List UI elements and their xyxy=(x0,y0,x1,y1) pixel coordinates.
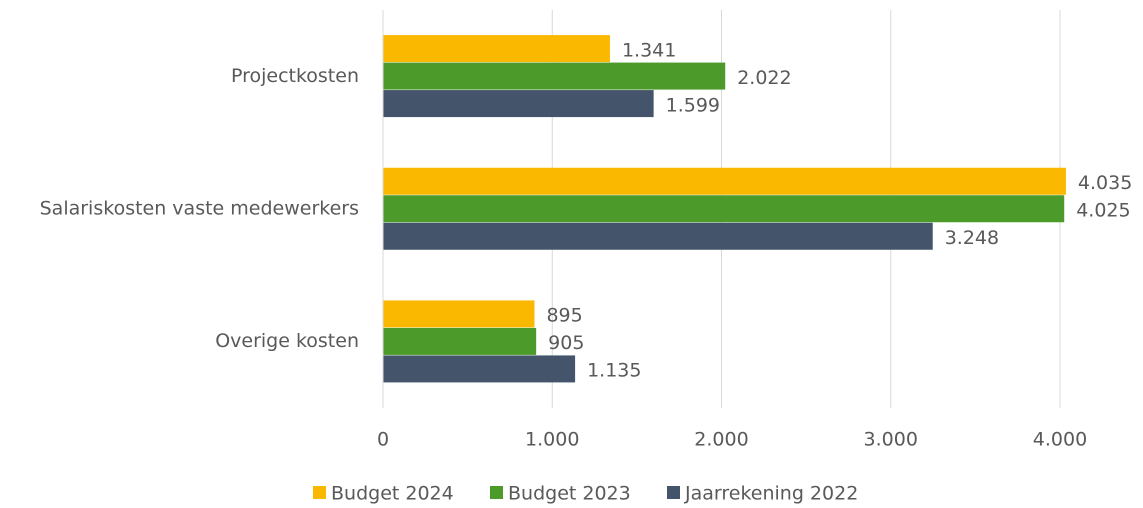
value-label: 2.022 xyxy=(737,67,791,89)
legend-label: Jaarrekening 2022 xyxy=(684,483,858,505)
value-label: 1.599 xyxy=(666,94,720,116)
bar xyxy=(383,195,1065,223)
bar xyxy=(383,355,576,383)
legend-swatch xyxy=(667,486,680,499)
bar xyxy=(383,167,1066,195)
legend-swatch xyxy=(490,486,503,499)
bar xyxy=(383,62,726,90)
legend-label: Budget 2023 xyxy=(508,483,631,505)
value-label: 3.248 xyxy=(945,227,999,249)
value-label: 905 xyxy=(548,332,584,354)
value-label: 895 xyxy=(546,305,582,327)
legend-label: Budget 2024 xyxy=(331,483,454,505)
bar xyxy=(383,90,654,118)
x-tick-label: 0 xyxy=(377,429,389,451)
bar xyxy=(383,300,535,328)
y-tick-label: Projectkosten xyxy=(231,65,359,87)
x-tick-label: 1.000 xyxy=(525,429,579,451)
bar xyxy=(383,327,537,355)
x-tick-label: 4.000 xyxy=(1033,429,1087,451)
value-label: 1.135 xyxy=(587,360,641,382)
x-tick-label: 3.000 xyxy=(864,429,918,451)
value-label: 4.035 xyxy=(1078,172,1132,194)
y-tick-label: Overige kosten xyxy=(215,330,359,352)
bar xyxy=(383,222,933,250)
y-tick-label: Salariskosten vaste medewerkers xyxy=(40,198,359,220)
bar xyxy=(383,35,610,63)
x-tick-label: 2.000 xyxy=(694,429,748,451)
legend-swatch xyxy=(313,486,326,499)
value-label: 4.025 xyxy=(1076,200,1130,222)
value-label: 1.341 xyxy=(622,39,676,61)
